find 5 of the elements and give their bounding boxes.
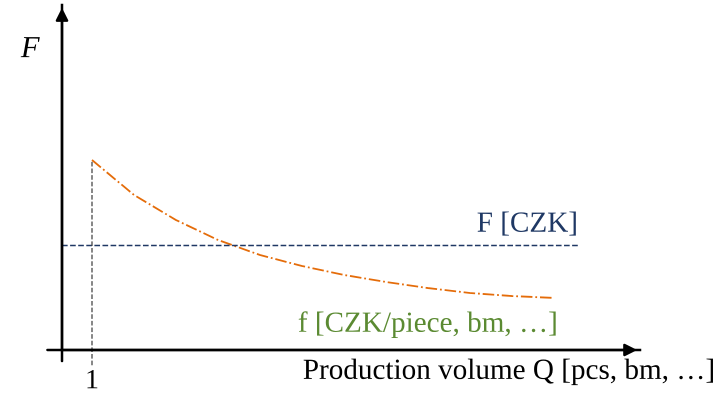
y-axis-title: F — [20, 37, 40, 58]
series-label: f [CZK/piece, bm, …] — [298, 311, 556, 338]
x-axis-title: Production volume Q [pcs, bm, …] — [304, 358, 713, 386]
text: 1 — [88, 370, 98, 388]
ref-line-label: F [CZK] — [478, 211, 576, 236]
